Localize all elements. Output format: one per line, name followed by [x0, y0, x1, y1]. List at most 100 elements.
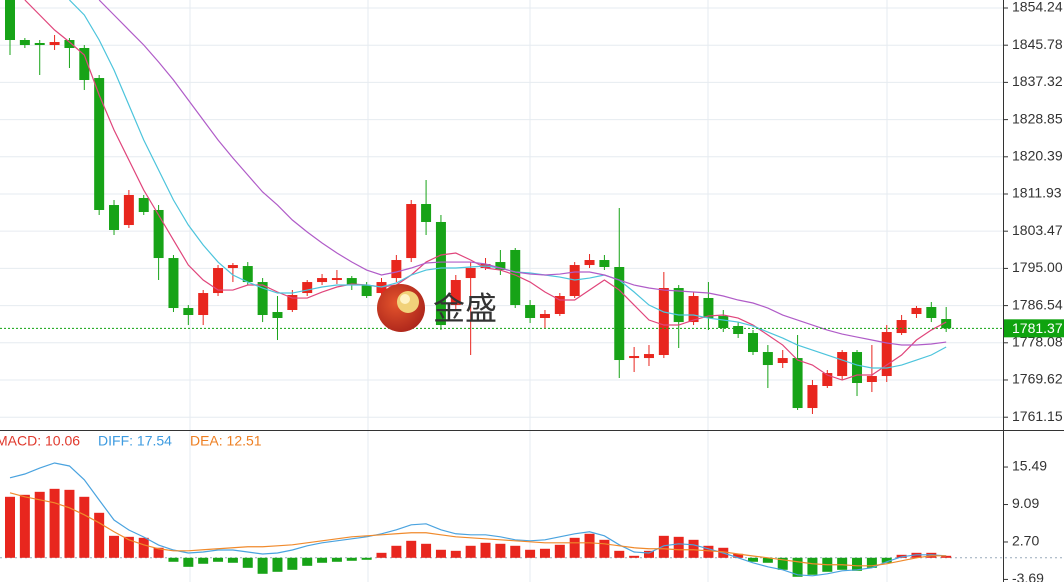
candle-body	[19, 40, 30, 46]
y-tick-label: 1778.08	[1012, 333, 1063, 349]
macd-bar	[599, 539, 610, 558]
candle-body	[837, 352, 848, 377]
macd-bar	[242, 557, 253, 568]
macd-bar	[287, 557, 298, 570]
macd-bar	[450, 550, 461, 558]
candle-body	[599, 260, 610, 268]
macd-bar	[391, 545, 402, 558]
y-tick-label: 1769.62	[1012, 371, 1063, 387]
macd-bar	[421, 543, 432, 558]
macd-bar	[64, 489, 75, 558]
macd-bar	[629, 555, 640, 558]
candle-body	[703, 297, 714, 318]
y-tick-label: 1837.32	[1012, 73, 1063, 89]
macd-bar	[525, 549, 536, 558]
candle-body	[64, 40, 75, 49]
candle-body	[762, 352, 773, 366]
y-tick-label: 1828.85	[1012, 110, 1063, 126]
candle-body	[79, 48, 90, 81]
macd-bar	[79, 496, 90, 558]
macd-bar	[198, 557, 209, 564]
candle-body	[510, 249, 521, 306]
macd-plot	[5, 462, 952, 577]
macd-bar	[941, 555, 952, 558]
macd-bar	[465, 545, 476, 558]
macd-bar	[361, 557, 372, 560]
candle-body	[435, 221, 446, 326]
macd-bar	[272, 557, 283, 572]
y-tick-label: 1845.78	[1012, 36, 1063, 52]
macd-line	[9, 462, 947, 577]
macd-bar	[510, 545, 521, 558]
candle-body	[673, 288, 684, 323]
candle-body	[183, 308, 194, 316]
time-grid	[189, 0, 888, 582]
macd-bar	[807, 557, 818, 575]
macd-bar	[777, 557, 788, 570]
last-price-box	[1004, 319, 1064, 338]
macd-bar	[569, 537, 580, 558]
macd-bar	[792, 557, 803, 577]
last-price-label: 1781.37	[1012, 320, 1063, 336]
macd-bar	[866, 557, 877, 568]
candle-body	[554, 296, 565, 314]
macd-bar	[153, 547, 164, 558]
price-plot	[0, 0, 1003, 414]
y-tick-label: 15.49	[1012, 458, 1047, 474]
candle-body	[331, 278, 342, 281]
macd-bar	[495, 543, 506, 558]
macd-bar	[34, 491, 45, 558]
candle-body	[733, 325, 744, 334]
candle-body	[138, 197, 149, 213]
watermark-text: 金盛	[433, 290, 497, 326]
y-tick-label: 1803.47	[1012, 222, 1063, 238]
macd-bar	[5, 496, 15, 558]
candle-body	[688, 296, 699, 323]
candle-body	[346, 278, 357, 286]
macd-bar	[331, 557, 342, 562]
macd-bar	[584, 533, 595, 558]
macd-bar	[138, 537, 149, 558]
ma-line	[98, 0, 947, 346]
candle-body	[465, 268, 476, 279]
candle-body	[5, 0, 15, 41]
macd-bar	[837, 557, 848, 570]
macd-bar	[673, 536, 684, 558]
candle-body	[852, 352, 863, 384]
macd-bar	[703, 545, 714, 558]
macd-bar	[435, 549, 446, 558]
y-tick-label: 1811.93	[1012, 185, 1062, 201]
macd-bar	[643, 550, 654, 558]
macd-bar	[762, 557, 773, 563]
y-tick-label: 1854.24	[1012, 0, 1063, 15]
macd-bar	[688, 539, 699, 558]
watermark-logo: 金盛	[377, 284, 497, 332]
candle-body	[49, 42, 60, 46]
candle-body	[361, 285, 372, 297]
macd-bar	[733, 553, 744, 558]
candle-body	[525, 305, 536, 318]
macd-bar	[19, 494, 30, 558]
macd-bar	[376, 552, 387, 558]
candle-body	[272, 312, 283, 318]
candle-body	[748, 333, 758, 353]
candle-body	[168, 258, 179, 309]
macd-bar	[227, 557, 238, 563]
candle-body	[242, 266, 253, 283]
candle-body	[227, 265, 238, 269]
ma-line	[24, 0, 947, 381]
candle-body	[153, 209, 164, 259]
candle-body	[777, 358, 788, 364]
macd-bar	[554, 544, 565, 558]
candle-body	[539, 313, 550, 318]
y-tick-label: 2.70	[1012, 533, 1039, 549]
legend-entry: DEA: 12.51	[190, 433, 262, 449]
macd-bar	[94, 512, 105, 558]
y-tick-label: 9.09	[1012, 495, 1039, 511]
candle-body	[643, 354, 654, 359]
macd-bar	[852, 557, 863, 571]
macd-bar	[109, 535, 120, 558]
candle-body	[450, 280, 461, 306]
macd-bar	[302, 557, 313, 566]
